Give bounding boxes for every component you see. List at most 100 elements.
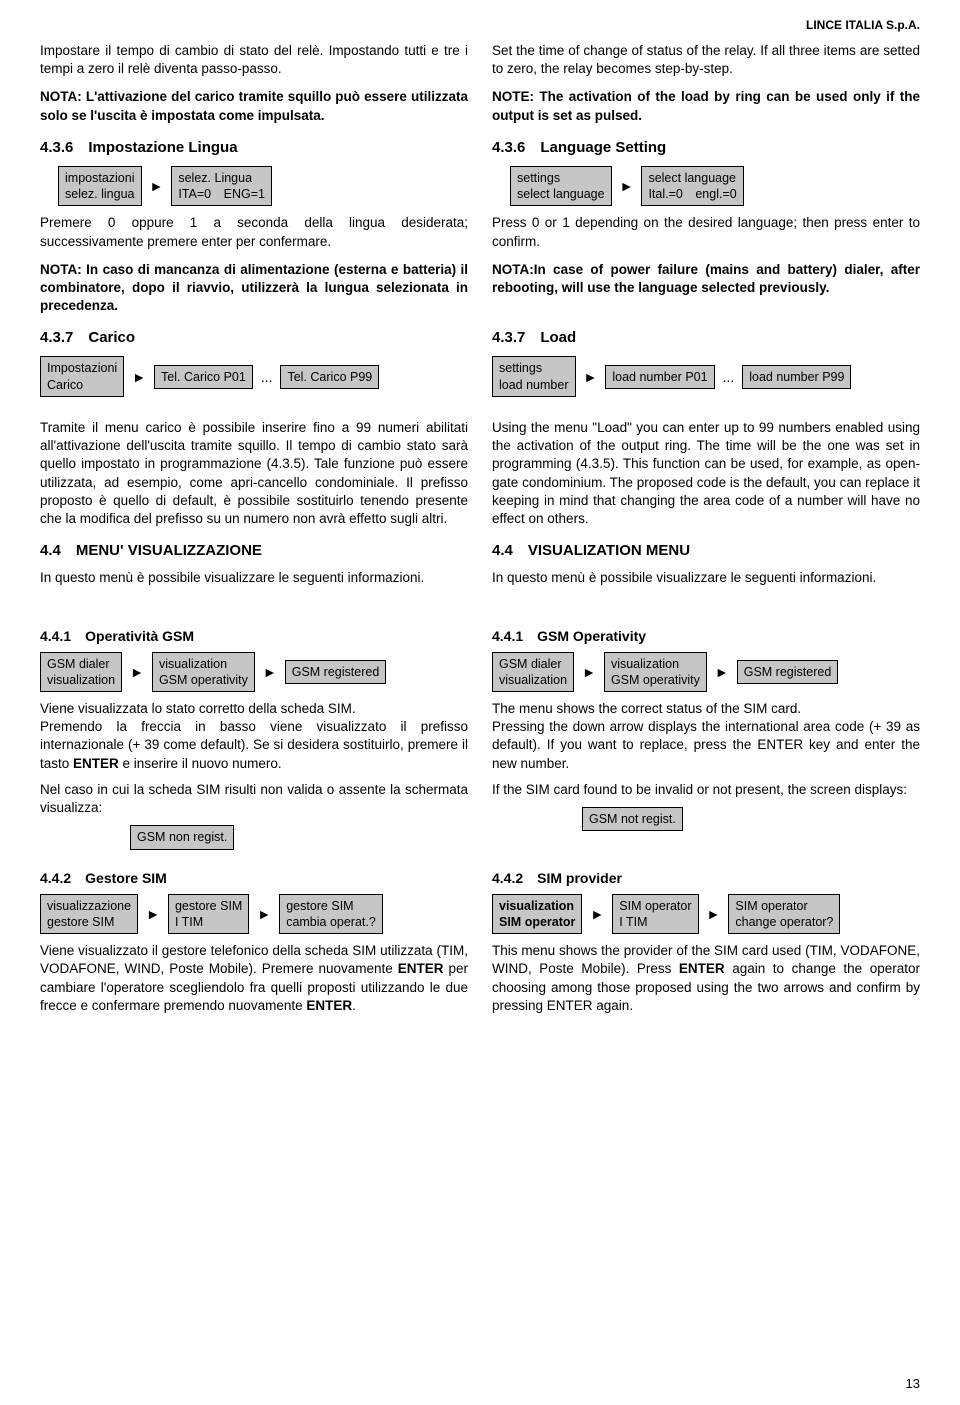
note2-436-en: NOTA:In case of power failure (mains and… <box>492 261 920 297</box>
menubox: load number P01 <box>605 365 714 389</box>
page-number: 13 <box>906 1376 920 1391</box>
menubox-line: visualization <box>499 672 567 688</box>
menubox: select language Ital.=0 engl.=0 <box>641 166 743 207</box>
flow-436-en: settings select language ► select langua… <box>492 166 920 207</box>
arrow-icon: ► <box>618 178 636 194</box>
h-436-en: 4.3.6 Language Setting <box>492 139 920 156</box>
flow-441-en-nr: GSM not regist. <box>492 807 920 831</box>
menubox: GSM not regist. <box>582 807 683 831</box>
menubox-line: Carico <box>47 377 117 393</box>
menubox: GSM registered <box>285 660 387 684</box>
company-header: LINCE ITALIA S.p.A. <box>40 18 920 32</box>
note-436-en: NOTE: The activation of the load by ring… <box>492 88 920 124</box>
p-44-it: In questo menù è possibile visualizzare … <box>40 569 468 587</box>
arrow-icon: ► <box>130 369 148 385</box>
menubox: GSM registered <box>737 660 839 684</box>
arrow-icon: ► <box>705 906 723 922</box>
menubox-line: visualizzazione <box>47 898 131 914</box>
p-441-en-3: If the SIM card found to be invalid or n… <box>492 781 920 799</box>
menubox: GSM dialer visualization <box>40 652 122 693</box>
note2-436-it: NOTA: In caso di mancanza di alimentazio… <box>40 261 468 316</box>
menubox: GSM non regist. <box>130 825 234 849</box>
menubox-line: SIM operator <box>499 914 575 930</box>
menubox-line: SIM operator <box>735 898 833 914</box>
menubox: impostazioni selez. lingua <box>58 166 142 207</box>
h-441-it: 4.4.1 Operatività GSM <box>40 628 468 644</box>
flow-442-en: visualization SIM operator ► SIM operato… <box>492 894 920 935</box>
menubox-line: settings <box>499 360 569 376</box>
menubox-line: I TIM <box>175 914 242 930</box>
h-437-it: 4.3.7 Carico <box>40 329 468 346</box>
enter-bold: ENTER <box>306 998 352 1013</box>
flow-437-it: Impostazioni Carico ► Tel. Carico P01 ..… <box>40 356 468 397</box>
menubox-line: impostazioni <box>65 170 135 186</box>
arrow-icon: ► <box>128 664 146 680</box>
menubox: visualization GSM operativity <box>604 652 707 693</box>
p-441-it-1: Viene visualizzata lo stato corretto del… <box>40 700 468 718</box>
flow-442-it: visualizzazione gestore SIM ► gestore SI… <box>40 894 468 935</box>
menubox-line: GSM operativity <box>159 672 248 688</box>
section-437-text: Tramite il menu carico è possibile inser… <box>40 419 920 588</box>
menubox: visualization GSM operativity <box>152 652 255 693</box>
arrow-icon: ► <box>713 664 731 680</box>
h-44-it: 4.4 MENU' VISUALIZZAZIONE <box>40 542 468 559</box>
h-437-en: 4.3.7 Load <box>492 329 920 346</box>
arrow-icon: ► <box>582 369 600 385</box>
menubox-line: visualization <box>159 656 248 672</box>
menubox-line: GSM operativity <box>611 672 700 688</box>
menubox-line: settings <box>517 170 605 186</box>
enter-bold: ENTER <box>398 961 444 976</box>
menubox-line: Impostazioni <box>47 360 117 376</box>
section-436: Impostare il tempo di cambio di stato de… <box>40 42 920 315</box>
arrow-icon: ► <box>580 664 598 680</box>
p-442-en: This menu shows the provider of the SIM … <box>492 942 920 1015</box>
menubox-line: ITA=0 ENG=1 <box>178 186 265 202</box>
arrow-icon: ► <box>588 906 606 922</box>
p-437-en: Using the menu "Load" you can enter up t… <box>492 419 920 528</box>
flow-441-it: GSM dialer visualization ► visualization… <box>40 652 468 693</box>
menubox: selez. Lingua ITA=0 ENG=1 <box>171 166 272 207</box>
menubox: visualization SIM operator <box>492 894 582 935</box>
menubox-line: Ital.=0 engl.=0 <box>648 186 736 202</box>
p-44-en: In questo menù è possibile visualizzare … <box>492 569 920 587</box>
h-436-it: 4.3.6 Impostazione Lingua <box>40 139 468 156</box>
menubox: gestore SIM I TIM <box>168 894 249 935</box>
menubox-line: gestore SIM <box>286 898 376 914</box>
ellipsis: ... <box>259 369 275 385</box>
flow-441-it-nr: GSM non regist. <box>40 825 468 849</box>
menubox-line: visualization <box>47 672 115 688</box>
h-442-en: 4.4.2 SIM provider <box>492 870 920 886</box>
flow-436-it: impostazioni selez. lingua ► selez. Ling… <box>40 166 468 207</box>
p-441-en-2: Pressing the down arrow displays the int… <box>492 718 920 773</box>
section-437: 4.3.7 Carico Impostazioni Carico ► Tel. … <box>40 315 920 405</box>
note-436-it: NOTA: L'attivazione del carico tramite s… <box>40 88 468 124</box>
menubox-line: select language <box>648 170 736 186</box>
p-436-it-intro: Impostare il tempo di cambio di stato de… <box>40 42 468 78</box>
menubox-line: visualization <box>611 656 700 672</box>
arrow-icon: ► <box>261 664 279 680</box>
h-442-it: 4.4.2 Gestore SIM <box>40 870 468 886</box>
menubox-line: visualization <box>499 898 575 914</box>
flow-437-en: settings load number ► load number P01 .… <box>492 356 920 397</box>
menubox-line: load number <box>499 377 569 393</box>
menubox-line: GSM dialer <box>47 656 115 672</box>
section-442: 4.4.2 Gestore SIM visualizzazione gestor… <box>40 858 920 1015</box>
menubox-line: change operator? <box>735 914 833 930</box>
p-436-en-2: Press 0 or 1 depending on the desired la… <box>492 214 920 250</box>
menubox: SIM operator change operator? <box>728 894 840 935</box>
arrow-icon: ► <box>255 906 273 922</box>
menubox-line: SIM operator <box>619 898 691 914</box>
p-441-it-2: Premendo la freccia in basso viene visua… <box>40 718 468 773</box>
enter-bold: ENTER <box>73 756 119 771</box>
h-44-en: 4.4 VISUALIZATION MENU <box>492 542 920 559</box>
menubox-line: selez. lingua <box>65 186 135 202</box>
p-441-it-3: Nel caso in cui la scheda SIM risulti no… <box>40 781 468 817</box>
menubox-line: gestore SIM <box>47 914 131 930</box>
menubox-line: I TIM <box>619 914 691 930</box>
p-436-en-intro: Set the time of change of status of the … <box>492 42 920 78</box>
menubox-line: selez. Lingua <box>178 170 265 186</box>
menubox: GSM dialer visualization <box>492 652 574 693</box>
menubox: gestore SIM cambia operat.? <box>279 894 383 935</box>
menubox-line: gestore SIM <box>175 898 242 914</box>
menubox: settings load number <box>492 356 576 397</box>
